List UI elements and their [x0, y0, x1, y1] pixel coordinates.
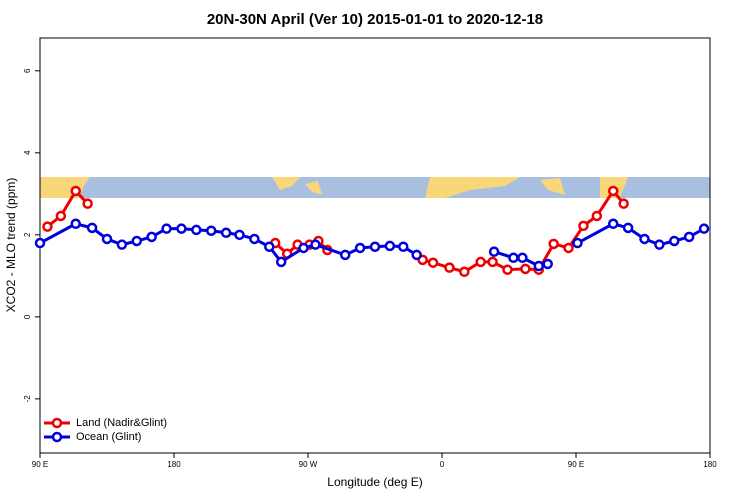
- legend-marker: [51, 431, 63, 443]
- data-point: [520, 263, 531, 275]
- y-tick-label: -2: [23, 395, 32, 403]
- data-point: [639, 233, 650, 245]
- data-point: [298, 242, 309, 254]
- data-point: [339, 249, 351, 261]
- x-tick-label: 90 E: [32, 460, 48, 469]
- data-point: [191, 224, 202, 236]
- map-strip: [40, 177, 710, 198]
- data-point: [591, 210, 603, 222]
- x-tick-label: 90 W: [299, 460, 318, 469]
- data-point: [607, 218, 619, 230]
- data-point: [234, 229, 245, 241]
- data-point: [176, 223, 187, 234]
- data-point: [55, 210, 67, 222]
- data-point: [508, 252, 519, 264]
- y-tick-label: 6: [23, 68, 32, 73]
- data-point: [384, 240, 396, 252]
- y-axis-label: XCO2 - MLO trend (ppm): [4, 178, 18, 313]
- x-tick-label: 180: [167, 460, 181, 469]
- data-point: [487, 256, 498, 268]
- data-point: [70, 185, 81, 197]
- x-axis-label: Longitude (deg E): [327, 475, 422, 489]
- data-point: [459, 266, 470, 277]
- data-point: [427, 257, 439, 268]
- data-point: [275, 256, 287, 268]
- data-point: [548, 238, 559, 250]
- legend-label: Ocean (Glint): [76, 431, 141, 443]
- data-point: [205, 225, 217, 236]
- legend-box: [41, 415, 186, 451]
- data-point: [563, 242, 574, 254]
- data-point: [488, 246, 500, 257]
- y-tick-label: 2: [23, 232, 32, 237]
- data-point: [517, 252, 528, 264]
- data-point: [475, 256, 486, 268]
- data-point: [533, 260, 545, 272]
- x-tick-label: 90 E: [568, 460, 584, 469]
- data-point: [310, 239, 321, 250]
- x-tick-label: 180: [703, 460, 717, 469]
- data-point: [444, 262, 455, 273]
- data-point: [116, 239, 128, 250]
- data-point: [161, 223, 172, 234]
- data-point: [698, 223, 710, 234]
- data-point: [654, 239, 665, 250]
- data-point: [354, 242, 366, 254]
- data-point: [101, 233, 113, 245]
- y-tick-label: 0: [23, 314, 32, 319]
- data-point: [42, 221, 53, 232]
- data-point: [411, 249, 422, 261]
- x-tick-label: 0: [440, 460, 445, 469]
- data-point: [398, 241, 409, 252]
- data-point: [86, 222, 98, 234]
- data-point: [669, 235, 680, 247]
- data-point: [607, 185, 619, 197]
- data-point: [82, 198, 93, 209]
- data-point: [249, 233, 260, 245]
- data-point: [220, 227, 232, 239]
- data-point: [542, 258, 553, 270]
- data-point: [70, 218, 81, 230]
- data-point: [34, 237, 46, 249]
- data-point: [502, 264, 513, 275]
- data-point: [264, 241, 275, 252]
- y-tick-label: 4: [23, 150, 32, 155]
- chart-title: 20N-30N April (Ver 10) 2015-01-01 to 202…: [207, 11, 543, 28]
- data-point: [131, 235, 143, 247]
- data-point: [369, 241, 381, 252]
- legend-marker: [51, 417, 63, 429]
- data-point: [146, 231, 157, 243]
- data-point: [578, 220, 589, 232]
- series-line: [46, 188, 625, 274]
- data-point: [572, 237, 583, 249]
- data-point: [618, 198, 629, 209]
- legend-label: Land (Nadir&Glint): [76, 417, 167, 429]
- data-point: [683, 231, 695, 243]
- data-point: [622, 222, 634, 234]
